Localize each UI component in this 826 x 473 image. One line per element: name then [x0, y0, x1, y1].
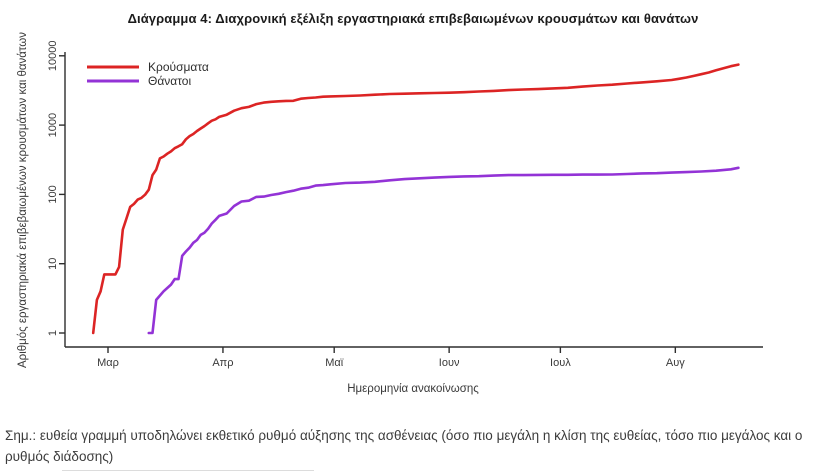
- y-tick-label: 1: [47, 330, 59, 336]
- x-tick-label: Ιουλ: [550, 357, 571, 369]
- chart-title: Διάγραμμα 4: Διαχρονική εξέλιξη εργαστηρ…: [127, 11, 699, 26]
- x-tick-label: Μαϊ: [325, 357, 344, 369]
- legend-deaths-label: Θάνατοι: [148, 74, 191, 88]
- x-tick-label: Απρ: [212, 357, 233, 369]
- footnote: Σημ.: ευθεία γραμμή υποδηλώνει εκθετικό …: [5, 428, 803, 464]
- deaths-line: [147, 166, 740, 335]
- legend: Κρούσματα Θάνατοι: [87, 60, 209, 88]
- y-tick-label: 10: [47, 258, 59, 270]
- x-tick-label: Ιουν: [439, 357, 460, 369]
- x-tick-label: Μαρ: [97, 357, 119, 369]
- x-axis-ticks: Μαρ Απρ Μαϊ Ιουν Ιουλ Αυγ: [97, 347, 685, 369]
- y-tick-label: 1000: [47, 113, 59, 137]
- series-lines: [91, 63, 740, 335]
- line-chart: 1 10 100 1000 10000 Μαρ Απρ Μαϊ Ιουν Ιουλ Αυγ Ημε…: [17, 32, 763, 395]
- y-tick-label: 10000: [47, 41, 59, 72]
- x-axis-title: Ημερομηνία ανακοίνωσης: [347, 383, 479, 395]
- cases-line: [91, 63, 740, 335]
- y-tick-label: 100: [47, 185, 59, 203]
- x-tick-label: Αυγ: [666, 357, 685, 369]
- y-axis-title: Αριθμός εργαστηριακά επιβεβαιωμένων κρου…: [17, 32, 29, 368]
- legend-cases-label: Κρούσματα: [148, 60, 209, 74]
- y-axis-ticks: 1 10 100 1000 10000: [47, 41, 65, 336]
- cropped-table-edge: [62, 470, 314, 471]
